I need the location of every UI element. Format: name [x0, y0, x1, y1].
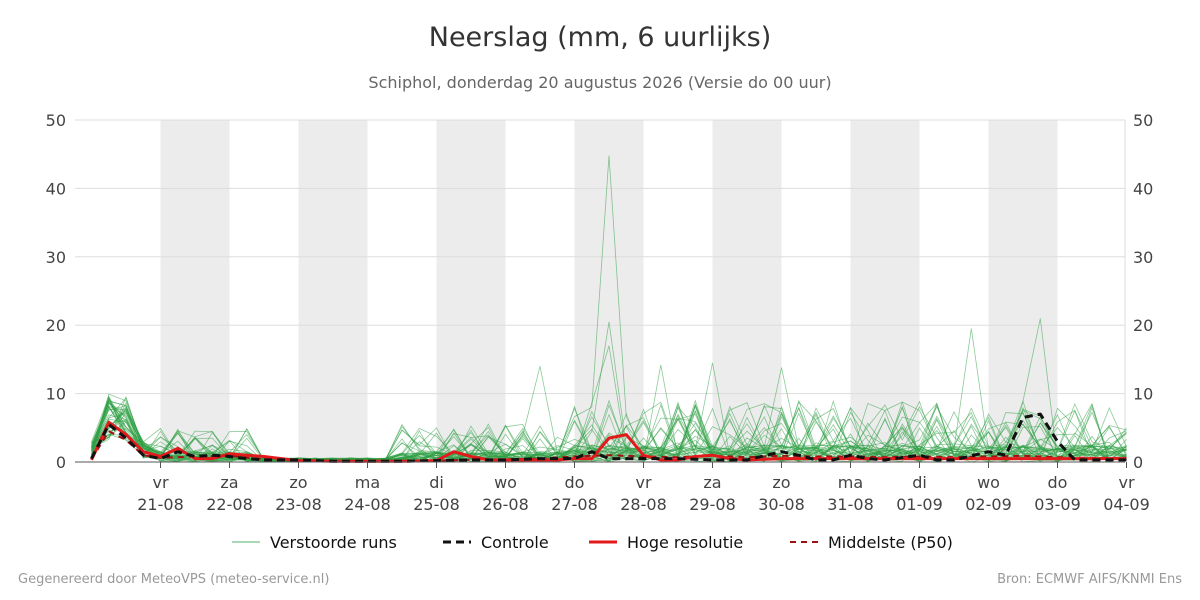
y-tick-label-left: 50 — [46, 111, 66, 130]
x-tick-date-label: 28-08 — [620, 495, 667, 514]
shaded-band-6 — [988, 120, 1058, 462]
y-tick-label-left: 20 — [46, 316, 66, 335]
x-tick-date-label: 21-08 — [137, 495, 184, 514]
legend-swatch-control — [443, 540, 471, 544]
footer-source: Bron: ECMWF AIFS/KNMI Ens — [997, 572, 1182, 587]
y-tick-label-right: 0 — [1133, 453, 1143, 472]
legend-label-hres: Hoge resolutie — [627, 532, 744, 552]
x-tick-date-label: 31-08 — [827, 495, 874, 514]
legend-label-ensemble: Verstoorde runs — [270, 532, 397, 552]
x-tick-date-label: 02-09 — [965, 495, 1012, 514]
x-tick-date-label: 23-08 — [275, 495, 322, 514]
x-tick-date-label: 04-09 — [1103, 495, 1150, 514]
x-tick-day-label: zo — [772, 473, 790, 492]
x-tick-day-label: ma — [838, 473, 863, 492]
x-tick-day-label: di — [912, 473, 927, 492]
y-tick-label-left: 30 — [46, 248, 66, 267]
x-tick-day-label: di — [429, 473, 444, 492]
x-tick-day-label: za — [220, 473, 238, 492]
x-tick-day-label: do — [565, 473, 585, 492]
footer-generator: Gegenereerd door MeteoVPS (meteo-service… — [18, 572, 330, 587]
x-tick-day-label: zo — [289, 473, 307, 492]
legend: Verstoorde runs Controle Hoge resolutie … — [0, 528, 1200, 556]
legend-item-hres[interactable]: Hoge resolutie — [589, 528, 743, 556]
main-series — [90, 412, 1127, 463]
y-tick-label-right: 10 — [1133, 385, 1153, 404]
x-tick-day-label: vr — [152, 473, 168, 492]
legend-item-p50[interactable]: Middelste (P50) — [790, 528, 953, 556]
shaded-band-0 — [160, 120, 230, 462]
legend-label-p50: Middelste (P50) — [828, 532, 953, 552]
legend-label-control: Controle — [481, 532, 549, 552]
x-tick-day-label: za — [703, 473, 721, 492]
x-tick-day-label: vr — [1118, 473, 1134, 492]
chart-subtitle: Schiphol, donderdag 20 augustus 2026 (Ve… — [368, 73, 832, 92]
y-tick-label-right: 20 — [1133, 316, 1153, 335]
x-tick-date-label: 01-09 — [896, 495, 943, 514]
y-tick-label-left: 0 — [56, 453, 66, 472]
x-tick-date-label: 03-09 — [1034, 495, 1081, 514]
y-tick-label-right: 50 — [1133, 111, 1153, 130]
legend-swatch-hres — [589, 540, 617, 544]
x-tick-date-label: 30-08 — [758, 495, 805, 514]
x-tick-day-label: wo — [977, 473, 1000, 492]
y-tick-label-left: 40 — [46, 179, 66, 198]
legend-item-ensemble[interactable]: Verstoorde runs — [232, 528, 397, 556]
series-line-hres — [90, 420, 1127, 463]
x-tick-date-label: 27-08 — [551, 495, 598, 514]
y-tick-label-right: 30 — [1133, 248, 1153, 267]
y-tick-label-right: 40 — [1133, 179, 1153, 198]
weekend-bands — [160, 120, 1058, 462]
x-tick-date-label: 22-08 — [206, 495, 253, 514]
legend-swatch-ensemble — [232, 541, 260, 543]
shaded-band-2 — [436, 120, 506, 462]
axes: 0 0 10 10 20 20 30 30 40 40 50 50 vr 21-08 za 22-08 zo 23… — [46, 111, 1154, 514]
shaded-band-4 — [712, 120, 782, 462]
x-tick-day-label: wo — [494, 473, 517, 492]
chart-title: Neerslag (mm, 6 uurlijks) — [428, 22, 772, 53]
x-tick-date-label: 26-08 — [482, 495, 529, 514]
series-line-p50 — [90, 430, 1127, 463]
series-line-ctrl — [90, 412, 1127, 463]
legend-item-control[interactable]: Controle — [443, 528, 549, 556]
x-tick-date-label: 29-08 — [689, 495, 736, 514]
shaded-band-1 — [298, 120, 368, 462]
x-tick-date-label: 24-08 — [344, 495, 391, 514]
ensemble-run-line — [91, 404, 1127, 463]
y-tick-label-left: 10 — [46, 385, 66, 404]
x-tick-day-label: ma — [355, 473, 380, 492]
x-tick-day-label: vr — [635, 473, 651, 492]
x-tick-day-label: do — [1048, 473, 1068, 492]
x-tick-date-label: 25-08 — [413, 495, 460, 514]
legend-swatch-p50 — [790, 541, 818, 543]
